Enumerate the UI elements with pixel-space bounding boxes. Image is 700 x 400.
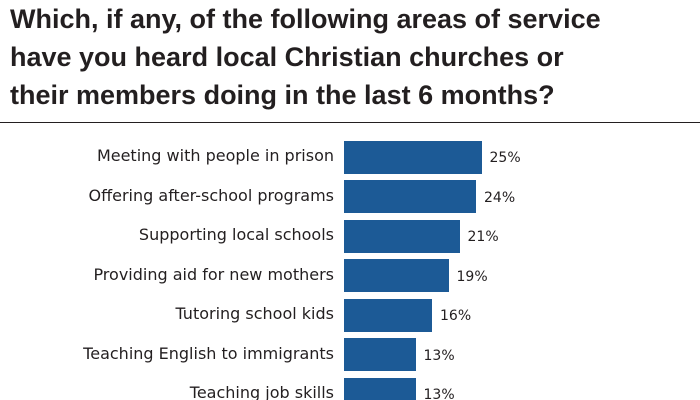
- category-label: Teaching English to immigrants: [83, 343, 334, 363]
- value-label: 13%: [423, 347, 455, 364]
- category-label: Meeting with people in prison: [96, 146, 334, 165]
- category-label: Offering after-school programs: [88, 185, 334, 205]
- value-label: 21%: [467, 229, 499, 245]
- bar: [344, 298, 432, 332]
- category-label: Tutoring school kids: [175, 304, 334, 323]
- title-divider: [0, 122, 700, 123]
- bar: [344, 219, 460, 253]
- chart-title: Which, if any, of the following areas of…: [10, 4, 601, 110]
- value-label: 13%: [423, 387, 455, 400]
- bar: [344, 377, 416, 400]
- category-label: Teaching job skills: [189, 383, 334, 400]
- bar: [344, 259, 449, 292]
- bar: [344, 338, 416, 371]
- category-label: Providing aid for new mothers: [93, 264, 334, 284]
- value-label: 16%: [440, 308, 472, 324]
- value-label: 25%: [489, 150, 521, 166]
- value-label: 24%: [484, 189, 516, 206]
- value-label: 19%: [456, 268, 488, 285]
- bar: [344, 140, 482, 174]
- bar: [344, 180, 476, 213]
- category-label: Supporting local schools: [138, 225, 334, 244]
